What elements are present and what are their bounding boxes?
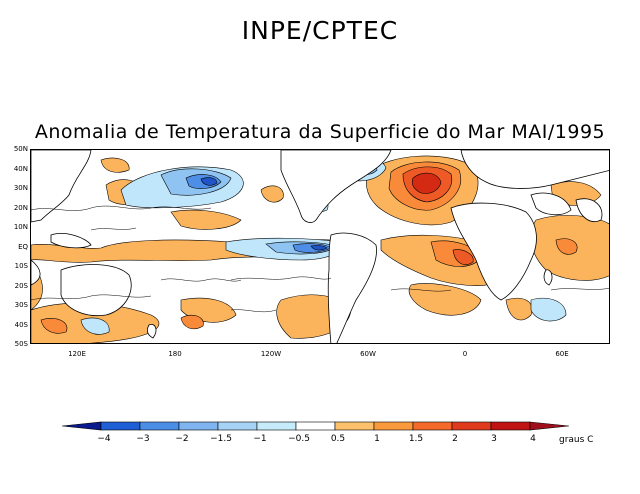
- color-scale-swatch: [334, 421, 375, 431]
- map-canvas: [31, 150, 609, 343]
- legend-label: 3: [491, 434, 497, 444]
- arabia-landmass: [530, 192, 572, 216]
- legend-units: graus C: [559, 435, 594, 445]
- australia-landmass: [60, 264, 132, 317]
- lat-label-10n: 10N: [13, 223, 28, 231]
- sst-anomaly-map: [30, 149, 610, 344]
- color-scale-bar: [62, 421, 570, 431]
- maritime-continent: [50, 233, 92, 249]
- new-zealand: [146, 323, 157, 339]
- lon-label-120e: 120E: [68, 350, 86, 358]
- warm-anomaly-level-4: [411, 172, 442, 194]
- madagascar: [543, 269, 553, 286]
- legend-label: 0.5: [330, 434, 346, 444]
- legend-label: 1: [374, 434, 380, 444]
- eurasia-landmass: [460, 150, 609, 189]
- lat-label-40n: 40N: [13, 165, 28, 173]
- organization-title: INPE/CPTEC: [241, 16, 399, 45]
- lon-label-0: 0: [462, 350, 468, 358]
- lon-label-60w: 60W: [360, 350, 376, 358]
- color-scale-swatch: [139, 421, 180, 431]
- color-scale-swatch: [451, 421, 492, 431]
- cool-anomaly-level-4: [200, 177, 328, 251]
- lat-label-20s: 20S: [14, 282, 28, 290]
- lat-label-50n: 50N: [13, 145, 28, 153]
- color-scale-swatch: [100, 421, 141, 431]
- lat-label-30s: 30S: [14, 301, 28, 309]
- lat-label-20n: 20N: [13, 204, 28, 212]
- legend-label: −0.5: [288, 434, 310, 444]
- land-masses: [31, 150, 609, 343]
- lon-label-60e: 60E: [555, 350, 569, 358]
- africa-landmass: [450, 202, 537, 301]
- lon-label-180: 180: [168, 350, 182, 358]
- color-scale-swatch: [529, 421, 570, 431]
- lat-label-10s: 10S: [14, 262, 28, 270]
- color-scale-swatch: [217, 421, 258, 431]
- legend-label: −4: [97, 434, 111, 444]
- lat-label-30n: 30N: [13, 184, 28, 192]
- map-title: Anomalia de Temperatura da Superficie do…: [34, 121, 606, 143]
- color-scale-swatch: [295, 421, 336, 431]
- legend-label: −1.5: [210, 434, 232, 444]
- asia-landmass: [31, 150, 92, 223]
- lat-label-eq: EQ: [18, 243, 28, 251]
- color-scale-swatch: [490, 421, 531, 431]
- lat-label-50s: 50S: [14, 340, 28, 348]
- color-scale-swatch: [373, 421, 414, 431]
- legend-label: 1.5: [408, 434, 424, 444]
- legend-label: 2: [452, 434, 458, 444]
- contour-lines: [31, 205, 609, 313]
- legend-label: −3: [136, 434, 150, 444]
- color-scale-swatch: [62, 421, 102, 431]
- north-america-landmass: [280, 150, 392, 223]
- legend-label: 4: [530, 434, 536, 444]
- legend-label: −2: [175, 434, 189, 444]
- color-scale-swatch: [178, 421, 219, 431]
- lon-label-120w: 120W: [260, 350, 282, 358]
- india-landmass: [575, 198, 603, 222]
- color-scale-swatch: [412, 421, 453, 431]
- color-scale-swatch: [256, 421, 297, 431]
- lat-label-40s: 40S: [14, 321, 28, 329]
- legend-label: −1: [253, 434, 267, 444]
- south-america-landmass: [327, 232, 377, 343]
